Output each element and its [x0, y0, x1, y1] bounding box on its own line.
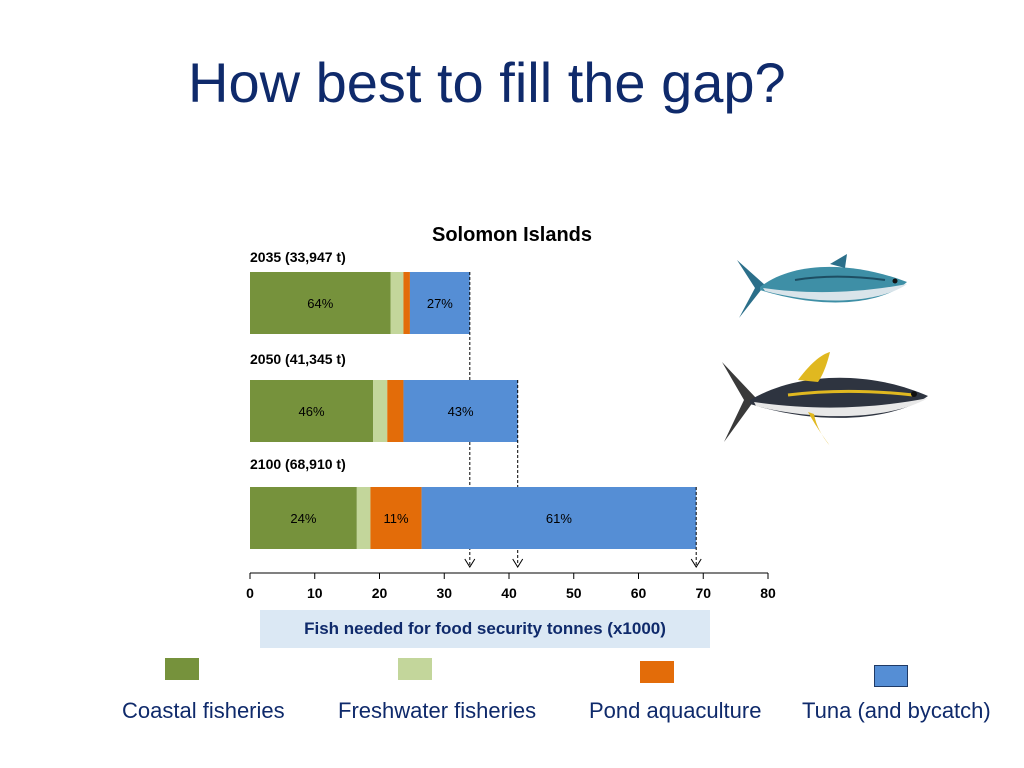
bar-segment-tuna: [421, 487, 697, 549]
x-tick-label: 0: [246, 585, 254, 601]
bar-segment-coastal: [250, 380, 374, 442]
legend-swatch-freshwater: [398, 658, 432, 680]
x-tick-label: 60: [631, 585, 647, 601]
x-axis-title: Fish needed for food security tonnes (x1…: [260, 610, 710, 648]
legend-swatch-tuna: [874, 665, 908, 687]
bar-segment-pond: [387, 380, 404, 442]
bar-segment-freshwater: [390, 272, 404, 334]
bar-segment-coastal: [250, 272, 391, 334]
x-tick-label: 40: [501, 585, 517, 601]
x-tick-label: 70: [695, 585, 711, 601]
total-pointer-arrow: [464, 558, 476, 568]
legend-label-pond: Pond aquaculture: [589, 698, 762, 723]
data-label: 46%: [298, 404, 324, 419]
x-axis-label: Fish needed for food security tonnes (x1…: [304, 619, 666, 638]
bar-segment-freshwater: [356, 487, 371, 549]
x-tick-label: 10: [307, 585, 323, 601]
bar-segment-freshwater: [373, 380, 388, 442]
legend-label-freshwater: Freshwater fisheries: [338, 698, 537, 723]
category-label: 2035 (33,947 t): [250, 249, 346, 265]
bar-segment-coastal: [250, 487, 357, 549]
data-label: 43%: [448, 404, 474, 419]
bar-segment-pond: [370, 487, 422, 549]
data-label: 11%: [383, 511, 408, 526]
bar-segment-tuna: [403, 380, 518, 442]
legend-swatch-pond: [640, 661, 674, 683]
data-label: 61%: [546, 511, 572, 526]
category-label: 2050 (41,345 t): [250, 351, 346, 367]
data-label: 64%: [307, 296, 333, 311]
bar-segment-tuna: [409, 272, 470, 334]
x-tick-label: 80: [760, 585, 776, 601]
x-tick-label: 50: [566, 585, 582, 601]
total-pointer-arrow: [690, 558, 702, 568]
x-tick-label: 20: [372, 585, 388, 601]
data-label: 27%: [427, 296, 453, 311]
legend-label-tuna: Tuna (and bycatch): [802, 698, 991, 723]
x-tick-label: 30: [436, 585, 452, 601]
yellowfin-tuna-icon: [722, 352, 928, 446]
category-label: 2100 (68,910 t): [250, 456, 346, 472]
total-pointer-arrow: [512, 558, 524, 568]
legend-label-coastal: Coastal fisheries: [122, 698, 285, 723]
chart-title: Solomon Islands: [432, 224, 592, 246]
slide-title: How best to fill the gap?: [188, 51, 786, 114]
bar-segment-pond: [403, 272, 410, 334]
legend-swatch-coastal: [165, 658, 199, 680]
skipjack-tuna-icon: [737, 254, 907, 318]
data-label: 24%: [290, 511, 316, 526]
